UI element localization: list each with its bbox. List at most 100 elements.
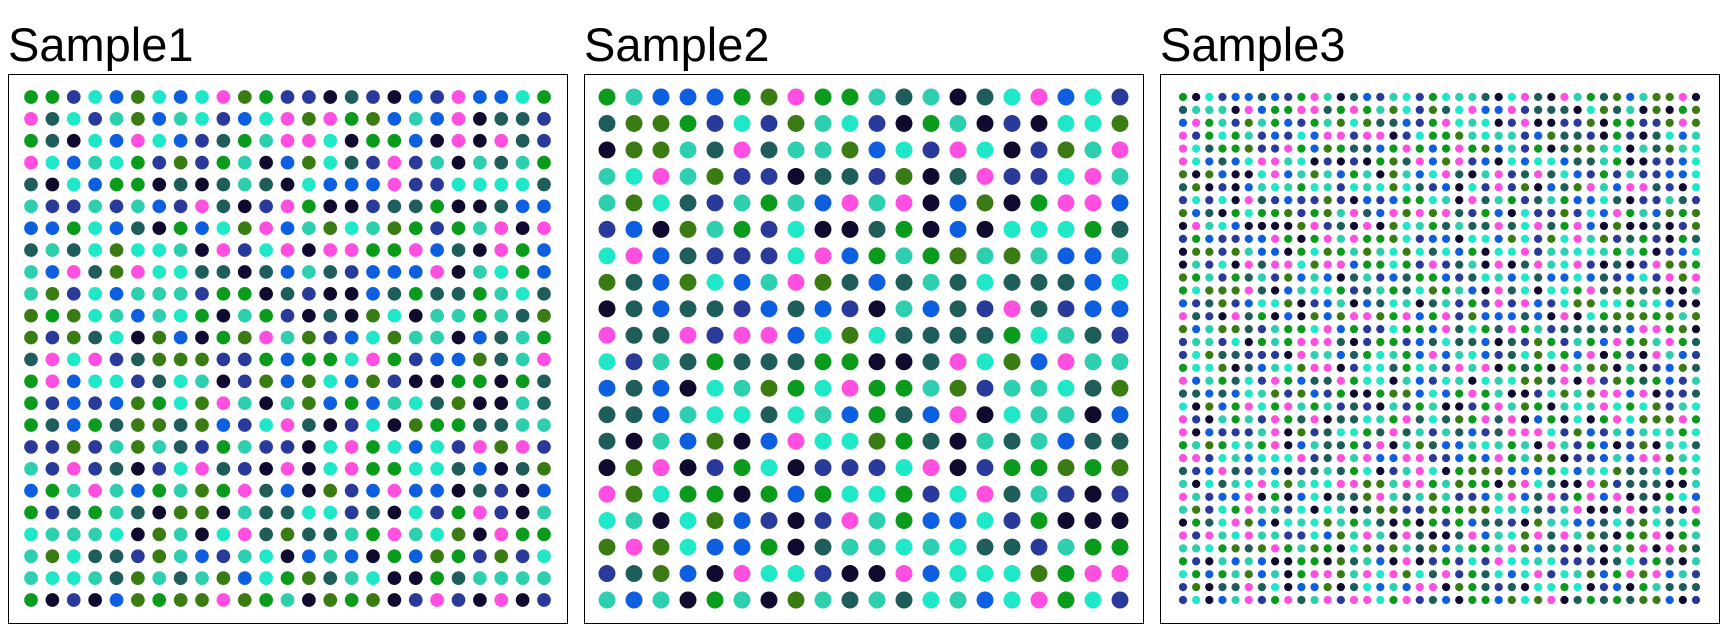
data-point — [1323, 312, 1332, 321]
data-point — [1468, 350, 1477, 360]
data-point — [1336, 157, 1345, 166]
data-point — [652, 432, 670, 450]
data-point — [949, 379, 967, 397]
data-point — [1507, 312, 1516, 321]
data-point — [1284, 131, 1293, 140]
data-point — [1441, 518, 1451, 527]
data-point — [1363, 544, 1372, 553]
data-point — [1389, 518, 1398, 527]
data-point — [1441, 337, 1451, 347]
data-point — [1547, 518, 1556, 527]
data-point — [1349, 557, 1359, 566]
data-point — [88, 177, 102, 192]
data-point — [1455, 144, 1464, 153]
data-point — [976, 353, 994, 371]
data-point — [1691, 131, 1701, 140]
data-point — [515, 308, 530, 323]
data-point — [1678, 286, 1687, 295]
data-point — [1376, 170, 1385, 179]
data-point — [1560, 518, 1569, 527]
data-point — [259, 352, 273, 367]
data-point — [1349, 273, 1359, 282]
data-point — [66, 177, 81, 192]
data-point — [1257, 505, 1267, 514]
data-point — [88, 330, 102, 345]
data-point — [1244, 131, 1253, 140]
data-point — [216, 461, 231, 476]
data-point — [1349, 312, 1359, 321]
data-point — [1639, 92, 1648, 102]
data-point — [408, 593, 423, 607]
data-point — [387, 243, 402, 257]
data-point — [173, 265, 188, 279]
data-point — [173, 112, 188, 126]
data-point — [1376, 454, 1385, 463]
data-point — [1507, 454, 1516, 463]
data-point — [1057, 538, 1075, 556]
data-point — [280, 221, 295, 236]
data-point — [1612, 492, 1622, 501]
data-point — [237, 330, 252, 345]
data-point — [1218, 273, 1227, 282]
data-point — [1402, 557, 1411, 566]
data-point — [1441, 505, 1451, 514]
data-point — [949, 167, 967, 185]
data-point — [1415, 402, 1424, 411]
data-point — [537, 374, 551, 389]
data-point — [1389, 118, 1398, 127]
data-point — [1652, 402, 1661, 411]
data-point — [1428, 570, 1438, 579]
data-point — [366, 133, 380, 148]
data-point — [451, 243, 466, 257]
data-point — [1691, 170, 1701, 179]
data-point — [1310, 428, 1319, 437]
data-point — [131, 112, 145, 126]
data-point — [1402, 570, 1411, 579]
data-point — [1192, 118, 1201, 127]
data-point — [387, 90, 402, 104]
data-point — [1520, 415, 1530, 424]
data-point — [1639, 221, 1648, 231]
data-point — [1402, 118, 1411, 127]
data-point — [1192, 247, 1201, 256]
data-point — [1534, 595, 1543, 605]
data-point — [344, 221, 359, 236]
data-point — [24, 571, 38, 585]
data-point — [1178, 492, 1188, 501]
data-point — [1415, 454, 1424, 463]
data-point — [1612, 376, 1622, 385]
data-point — [1363, 170, 1372, 179]
data-point — [598, 141, 616, 159]
data-point — [949, 300, 967, 318]
data-point — [1455, 131, 1464, 140]
data-point — [1231, 286, 1240, 295]
data-point — [1534, 350, 1543, 360]
data-point — [1415, 118, 1424, 127]
data-point — [1494, 312, 1503, 321]
data-point — [1178, 118, 1188, 127]
data-point — [280, 549, 295, 564]
data-point — [1652, 415, 1661, 424]
data-point — [515, 571, 530, 585]
data-point — [1494, 221, 1503, 231]
data-point — [733, 326, 751, 344]
data-point — [760, 485, 778, 503]
data-point — [1310, 363, 1319, 372]
data-point — [430, 265, 444, 279]
data-point — [1494, 325, 1503, 334]
data-point — [24, 440, 38, 454]
data-point — [1560, 402, 1569, 411]
data-point — [387, 133, 402, 148]
data-point — [1665, 350, 1674, 360]
data-point — [1415, 325, 1424, 334]
data-point — [1310, 144, 1319, 153]
data-point — [1455, 479, 1464, 489]
data-point — [1678, 337, 1687, 347]
data-point — [1231, 557, 1240, 566]
plot-frame — [1160, 74, 1720, 624]
data-point — [1665, 170, 1674, 179]
data-point — [1003, 141, 1021, 159]
data-point — [1244, 479, 1253, 489]
data-point — [814, 406, 832, 424]
data-point — [598, 167, 616, 185]
